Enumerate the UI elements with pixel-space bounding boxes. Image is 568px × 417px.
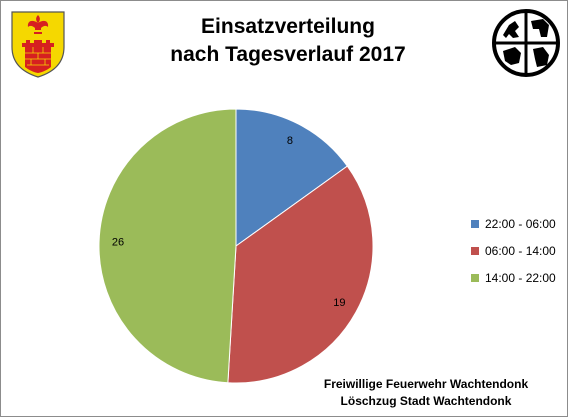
footer-line-1: Freiwillige Feuerwehr Wachtendonk	[323, 377, 529, 391]
legend-swatch	[471, 219, 479, 228]
chart-legend: 22:00 - 06:00 06:00 - 14:00 14:00 - 22:00	[471, 210, 556, 291]
footer-text: Freiwillige Feuerwehr Wachtendonk Löschz…	[301, 376, 551, 410]
fire-brigade-emblem-logo	[492, 9, 560, 77]
legend-swatch	[471, 273, 479, 282]
legend-entry: 06:00 - 14:00	[471, 237, 556, 264]
pie-slice-label: 8	[287, 135, 293, 147]
pie-chart: 8 19 26	[98, 108, 374, 384]
pie-slice-label: 26	[112, 236, 124, 248]
pie-slice	[235, 108, 349, 247]
legend-entry: 14:00 - 22:00	[471, 264, 556, 291]
legend-swatch	[471, 246, 479, 255]
chart-title-line-2: nach Tagesverlauf 2017	[170, 43, 406, 66]
legend-label: 22:00 - 06:00	[485, 216, 556, 231]
legend-label: 14:00 - 22:00	[485, 270, 556, 285]
pie-slice	[227, 165, 374, 384]
coat-of-arms-logo	[11, 11, 65, 78]
legend-entry: 22:00 - 06:00	[471, 210, 556, 237]
pie-slice	[98, 108, 237, 384]
footer-line-2: Löschzug Stadt Wachtendonk	[340, 394, 512, 408]
chart-title: Einsatzverteilung nach Tagesverlauf 2017	[121, 13, 455, 69]
legend-label: 06:00 - 14:00	[485, 243, 556, 258]
pie-slice-label: 19	[333, 297, 345, 309]
chart-title-line-1: Einsatzverteilung	[201, 15, 375, 38]
